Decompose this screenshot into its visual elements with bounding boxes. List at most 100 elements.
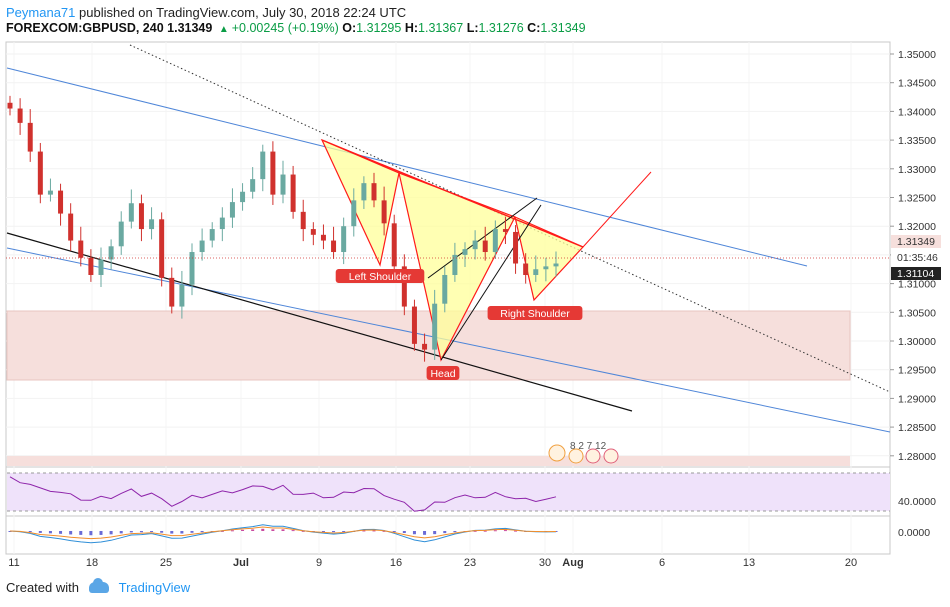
candle-body [502, 229, 508, 232]
macd-bar [230, 530, 234, 532]
macd-bar [170, 531, 174, 534]
candle-body [159, 219, 165, 278]
pattern-labels: Left Shoulder Head Right Shoulder [335, 269, 583, 380]
macd-bar [372, 530, 376, 532]
candle-body [411, 306, 417, 344]
candle-body [331, 240, 337, 253]
price-tick-label: 1.29500 [898, 365, 936, 377]
rsi-line [9, 476, 557, 512]
time-axis[interactable]: 11 18 25 Jul 9 16 23 30 Aug 6 13 20 [8, 557, 857, 569]
flag-icon [585, 448, 601, 464]
macd-bar [150, 531, 154, 532]
candle-body [442, 274, 448, 304]
arrow-up-icon: ▲ [218, 24, 229, 35]
macd-bar [160, 531, 164, 533]
price-tick-label: 1.31000 [898, 279, 936, 291]
footer: Created with TradingView [6, 578, 191, 595]
author-link[interactable]: Peymana71 [6, 5, 76, 20]
macd-bar [473, 530, 477, 532]
candle-body [68, 213, 74, 241]
dotted-trend-line[interactable] [129, 44, 891, 393]
candle-body [341, 226, 347, 253]
time-tick-label: 30 [539, 557, 551, 569]
flag-icon [603, 448, 619, 464]
macd-bar [342, 531, 346, 532]
candle-body [47, 190, 53, 195]
close-label: C: [527, 21, 541, 35]
candle-body [7, 102, 13, 109]
price-tick-label: 1.29000 [898, 393, 936, 405]
breakout-projection[interactable] [582, 171, 652, 248]
time-tick-label: 6 [659, 557, 665, 569]
channel-upper-line[interactable] [6, 67, 808, 267]
open-label: O: [342, 21, 357, 35]
macd-bar [321, 531, 325, 532]
tradingview-link[interactable]: TradingView [118, 580, 191, 595]
candle-body [98, 259, 104, 275]
price-tick-label: 1.30500 [898, 307, 936, 319]
macd-bar [220, 530, 224, 532]
candle-body [240, 191, 246, 203]
candle-body [482, 240, 488, 253]
macd-bar [433, 531, 437, 535]
right-shoulder-triangle[interactable] [514, 215, 585, 302]
macd-bar [423, 531, 427, 535]
macd-bar [190, 531, 194, 533]
candle-body [543, 266, 549, 270]
macd-bar [59, 531, 63, 534]
candle-body [58, 190, 64, 214]
other-price-tag [891, 267, 941, 280]
macd-bar [79, 531, 83, 535]
wedge-line-a[interactable] [440, 204, 542, 361]
symbol-name[interactable]: FOREXCOM:GBPUSD, 240 [6, 21, 164, 35]
macd-bar [129, 531, 133, 533]
macd-pane[interactable] [8, 524, 558, 544]
price-tags: 1.31349 01:35:46 1.31104 40.0000 0.0000 [891, 235, 941, 539]
candle-body [179, 284, 185, 307]
price-tick-label: 1.35000 [898, 49, 936, 61]
macd-bar [382, 530, 386, 532]
candle-body [138, 203, 144, 230]
price-tick-label: 1.32500 [898, 193, 936, 205]
neckline[interactable] [321, 139, 584, 248]
tradingview-cloud-icon [88, 578, 109, 593]
time-tick-label: 18 [86, 557, 98, 569]
candle-body [229, 202, 235, 218]
candle-body [17, 108, 23, 123]
last-price-tag [891, 235, 941, 248]
events-badge[interactable]: 8 2 7 12 [548, 441, 619, 464]
price-tick-label: 1.34500 [898, 78, 936, 90]
macd-bar [301, 530, 305, 532]
candle-body [209, 229, 215, 241]
pattern-label-text: Head [430, 368, 455, 380]
rsi-band [7, 473, 890, 511]
candle-body [371, 183, 377, 201]
candle-body [88, 257, 94, 275]
candle-body [452, 254, 458, 275]
candle-body [462, 249, 468, 255]
candle-body [513, 231, 519, 264]
price-tick-label: 1.33000 [898, 164, 936, 176]
last-price-tag-text: 1.31349 [897, 236, 935, 248]
macd-bar [251, 529, 255, 531]
candle-body [189, 252, 195, 285]
wedge-line-b[interactable] [427, 197, 538, 279]
countdown-tag [891, 251, 941, 264]
price-tick-label: 1.32000 [898, 221, 936, 233]
price-tick-label: 1.28000 [898, 451, 936, 463]
time-tick-label: 16 [390, 557, 402, 569]
candle-body [553, 263, 559, 267]
macd-bar [271, 529, 275, 531]
candle-body [533, 269, 539, 275]
low-value: 1.31276 [478, 21, 524, 35]
macd-bar [493, 530, 497, 532]
symbol-legend: FOREXCOM:GBPUSD, 240 1.31349 ▲ +0.00245 (… [6, 21, 586, 35]
rsi-pane[interactable] [7, 472, 890, 512]
candle-body [351, 200, 357, 227]
macd-bar [48, 531, 52, 534]
time-tick-label: 23 [464, 557, 476, 569]
signal-line [9, 526, 557, 540]
time-tick-label: 11 [8, 557, 19, 569]
macd-bar [69, 531, 73, 535]
